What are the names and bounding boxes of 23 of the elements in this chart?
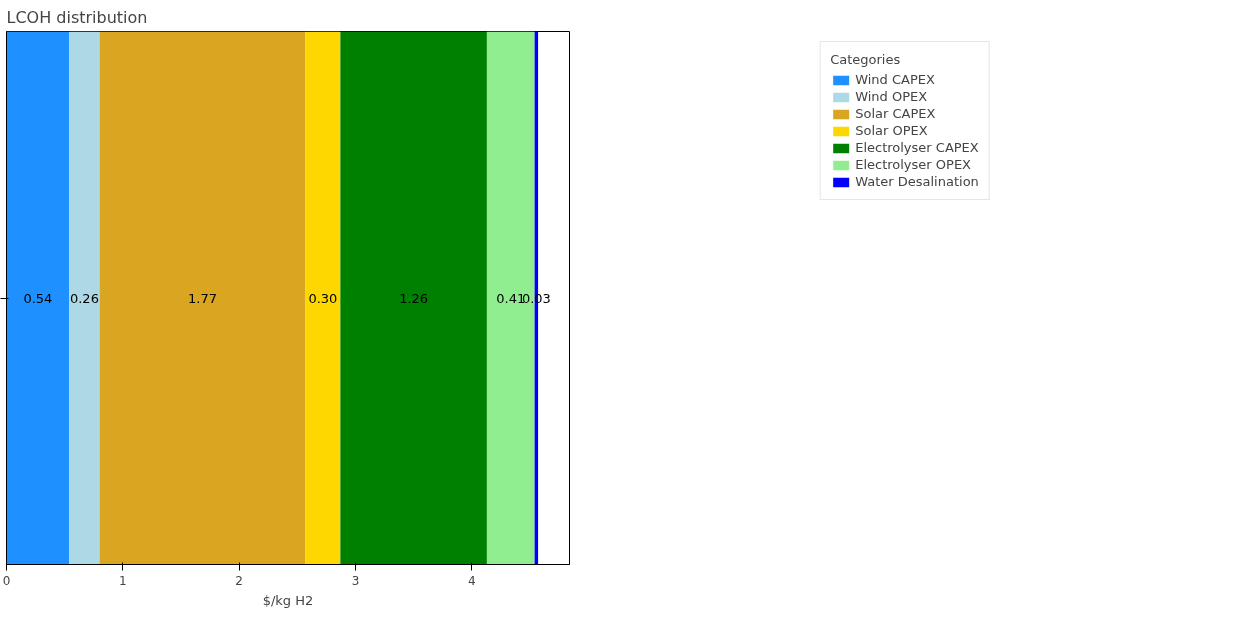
legend-title: Categories xyxy=(830,52,902,67)
legend-label: Solar OPEX xyxy=(855,123,928,138)
data-label: 0.30 xyxy=(308,290,338,306)
legend-label: Water Desalination xyxy=(855,174,979,189)
chart-title: LCOH distribution xyxy=(6,7,148,27)
x-axis-title: $/kg H2 xyxy=(262,592,314,608)
bar xyxy=(340,31,487,565)
legend-label: Wind OPEX xyxy=(855,89,928,104)
legend-label: Electrolyser CAPEX xyxy=(855,140,979,155)
x-tick-label: 1 xyxy=(119,573,127,588)
x-tick-label: 4 xyxy=(467,573,476,588)
legend-label: Solar CAPEX xyxy=(855,106,936,121)
legend-label: Wind CAPEX xyxy=(855,72,935,87)
x-tick-label: 3 xyxy=(351,573,360,588)
data-label: 0.26 xyxy=(69,290,99,306)
bar xyxy=(305,31,341,565)
x-tick-label: 0 xyxy=(2,573,11,588)
data-label: 1.26 xyxy=(399,290,429,306)
data-label: 0.54 xyxy=(23,290,53,306)
x-tick-label: 2 xyxy=(235,573,243,588)
bar xyxy=(69,31,100,565)
data-label: 1.77 xyxy=(188,290,217,306)
legend-label: Electrolyser OPEX xyxy=(855,157,972,172)
